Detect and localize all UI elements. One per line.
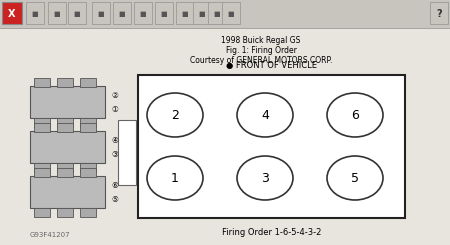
Bar bbox=[34, 123, 50, 132]
Text: ⑤: ⑤ bbox=[111, 195, 118, 204]
Bar bbox=[30, 176, 105, 208]
Bar bbox=[34, 78, 50, 87]
Bar bbox=[134, 2, 152, 24]
Text: G93F41207: G93F41207 bbox=[30, 232, 71, 238]
Bar bbox=[34, 168, 50, 177]
Text: Courtesy of GENERAL MOTORS CORP.: Courtesy of GENERAL MOTORS CORP. bbox=[190, 56, 332, 65]
Bar bbox=[113, 2, 131, 24]
Text: ■: ■ bbox=[228, 11, 234, 17]
Text: ■: ■ bbox=[182, 11, 188, 17]
Bar bbox=[80, 168, 96, 177]
Bar bbox=[222, 2, 240, 24]
Bar bbox=[30, 131, 105, 163]
Text: ■: ■ bbox=[74, 11, 80, 17]
Text: ■: ■ bbox=[98, 11, 104, 17]
Bar bbox=[193, 2, 211, 24]
Text: ④: ④ bbox=[111, 135, 118, 145]
Bar bbox=[80, 208, 96, 217]
Bar bbox=[155, 2, 173, 24]
Text: ● FRONT OF VEHICLE: ● FRONT OF VEHICLE bbox=[226, 61, 317, 70]
Bar bbox=[34, 163, 50, 172]
Bar bbox=[57, 208, 73, 217]
Bar bbox=[430, 2, 448, 24]
Bar bbox=[0, 0, 450, 28]
Text: 6: 6 bbox=[351, 109, 359, 122]
Bar bbox=[138, 75, 405, 218]
Text: ■: ■ bbox=[54, 11, 60, 17]
Bar bbox=[57, 168, 73, 177]
Bar bbox=[34, 208, 50, 217]
Bar bbox=[57, 123, 73, 132]
Text: X: X bbox=[8, 9, 16, 19]
Bar bbox=[26, 2, 44, 24]
Bar bbox=[92, 2, 110, 24]
Bar bbox=[68, 2, 86, 24]
Text: ①: ① bbox=[111, 105, 118, 113]
Text: 2: 2 bbox=[171, 109, 179, 122]
Text: ③: ③ bbox=[111, 149, 118, 159]
Text: 5: 5 bbox=[351, 172, 359, 184]
Text: ■: ■ bbox=[199, 11, 205, 17]
Text: ■: ■ bbox=[140, 11, 146, 17]
Text: 3: 3 bbox=[261, 172, 269, 184]
Text: Firing Order 1-6-5-4-3-2: Firing Order 1-6-5-4-3-2 bbox=[222, 228, 321, 236]
Bar bbox=[57, 78, 73, 87]
Text: 1998 Buick Regal GS: 1998 Buick Regal GS bbox=[221, 36, 301, 45]
Bar bbox=[80, 78, 96, 87]
Text: ■: ■ bbox=[119, 11, 125, 17]
Text: ■: ■ bbox=[32, 11, 38, 17]
Bar bbox=[80, 163, 96, 172]
Bar bbox=[34, 118, 50, 127]
Bar bbox=[30, 86, 105, 118]
Bar bbox=[2, 2, 22, 24]
Bar bbox=[57, 118, 73, 127]
Bar bbox=[176, 2, 194, 24]
Text: ②: ② bbox=[111, 90, 118, 99]
Text: ⑥: ⑥ bbox=[111, 181, 118, 189]
Bar bbox=[48, 2, 66, 24]
Bar bbox=[208, 2, 226, 24]
Text: Fig. 1: Firing Order: Fig. 1: Firing Order bbox=[225, 46, 297, 55]
Text: 1: 1 bbox=[171, 172, 179, 184]
Bar bbox=[80, 118, 96, 127]
Bar bbox=[57, 163, 73, 172]
Text: ?: ? bbox=[436, 9, 442, 19]
Text: ■: ■ bbox=[214, 11, 220, 17]
Bar bbox=[80, 123, 96, 132]
Text: ■: ■ bbox=[161, 11, 167, 17]
Bar bbox=[118, 120, 136, 185]
Text: 4: 4 bbox=[261, 109, 269, 122]
